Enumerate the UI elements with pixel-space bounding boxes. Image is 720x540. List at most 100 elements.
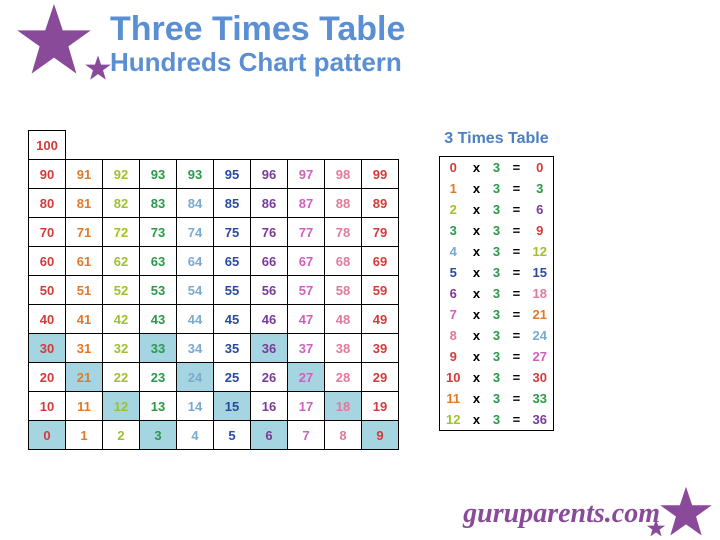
times-cell: 9 — [526, 220, 553, 241]
times-cell: 3 — [440, 220, 467, 241]
hundreds-cell: 58 — [325, 276, 362, 305]
hundreds-cell: 87 — [288, 189, 325, 218]
hundreds-cell: 63 — [140, 247, 177, 276]
hundreds-cell: 47 — [288, 305, 325, 334]
times-cell: = — [506, 220, 526, 241]
hundreds-cell: 45 — [214, 305, 251, 334]
hundreds-cell: 35 — [214, 334, 251, 363]
hundreds-cell: 18 — [325, 392, 362, 421]
hundreds-cell: 79 — [362, 218, 399, 247]
hundreds-cell: 3 — [140, 421, 177, 450]
times-cell: x — [466, 262, 486, 283]
hundreds-cell: 95 — [214, 160, 251, 189]
hundreds-cell: 7 — [288, 421, 325, 450]
hundreds-cell: 80 — [29, 189, 66, 218]
hundreds-cell: 54 — [177, 276, 214, 305]
times-table: 0x3=01x3=32x3=63x3=94x3=125x3=156x3=187x… — [439, 156, 554, 431]
times-cell: 3 — [486, 241, 506, 262]
times-cell: 3 — [486, 409, 506, 431]
hundreds-cell: 92 — [103, 160, 140, 189]
times-cell: x — [466, 346, 486, 367]
hundreds-cell: 37 — [288, 334, 325, 363]
hundreds-cell: 96 — [251, 160, 288, 189]
times-cell: = — [506, 346, 526, 367]
hundreds-chart: 1009091929393959697989980818283848586878… — [28, 130, 399, 450]
hundreds-cell: 49 — [362, 305, 399, 334]
hundreds-cell: 57 — [288, 276, 325, 305]
hundreds-cell: 9 — [362, 421, 399, 450]
times-cell: x — [466, 367, 486, 388]
times-cell: 5 — [440, 262, 467, 283]
hundreds-cell: 28 — [325, 363, 362, 392]
times-cell: 0 — [526, 157, 553, 179]
hundreds-cell: 26 — [251, 363, 288, 392]
hundreds-cell: 53 — [140, 276, 177, 305]
hundreds-cell: 85 — [214, 189, 251, 218]
hundreds-cell: 99 — [362, 160, 399, 189]
times-cell: x — [466, 325, 486, 346]
times-cell: x — [466, 157, 486, 179]
hundreds-cell: 50 — [29, 276, 66, 305]
times-cell: 6 — [440, 283, 467, 304]
times-cell: 21 — [526, 304, 553, 325]
hundreds-cell: 86 — [251, 189, 288, 218]
hundreds-cell: 97 — [288, 160, 325, 189]
hundreds-cell: 62 — [103, 247, 140, 276]
hundreds-cell: 1 — [66, 421, 103, 450]
hundreds-cell: 77 — [288, 218, 325, 247]
hundreds-cell: 29 — [362, 363, 399, 392]
times-cell: = — [506, 388, 526, 409]
times-cell: 33 — [526, 388, 553, 409]
hundreds-cell: 51 — [66, 276, 103, 305]
hundreds-cell: 27 — [288, 363, 325, 392]
times-cell: 3 — [486, 325, 506, 346]
hundreds-cell: 61 — [66, 247, 103, 276]
hundreds-cell: 66 — [251, 247, 288, 276]
hundreds-cell: 46 — [251, 305, 288, 334]
hundreds-cell: 52 — [103, 276, 140, 305]
hundreds-cell: 22 — [103, 363, 140, 392]
hundreds-cell: 16 — [251, 392, 288, 421]
hundreds-cell: 31 — [66, 334, 103, 363]
times-cell: 3 — [486, 178, 506, 199]
hundreds-cell: 60 — [29, 247, 66, 276]
times-cell: x — [466, 409, 486, 431]
times-cell: 3 — [486, 220, 506, 241]
hundreds-cell: 36 — [251, 334, 288, 363]
times-cell: 1 — [440, 178, 467, 199]
times-cell: 11 — [440, 388, 467, 409]
times-cell: 10 — [440, 367, 467, 388]
hundreds-cell: 56 — [251, 276, 288, 305]
times-cell: 4 — [440, 241, 467, 262]
hundreds-cell: 10 — [29, 392, 66, 421]
times-cell: = — [506, 241, 526, 262]
times-cell: 12 — [526, 241, 553, 262]
star-icon — [14, 0, 94, 80]
hundreds-cell: 17 — [288, 392, 325, 421]
star-icon — [646, 518, 666, 538]
hundreds-cell: 39 — [362, 334, 399, 363]
hundreds-cell: 71 — [66, 218, 103, 247]
hundreds-cell: 0 — [29, 421, 66, 450]
page-subtitle: Hundreds Chart pattern — [110, 48, 720, 77]
hundreds-cell: 93 — [177, 160, 214, 189]
hundreds-cell: 82 — [103, 189, 140, 218]
times-table-title: 3 Times Table — [439, 130, 554, 148]
times-cell: 12 — [440, 409, 467, 431]
hundreds-cell: 25 — [214, 363, 251, 392]
hundreds-cell: 72 — [103, 218, 140, 247]
hundreds-cell: 33 — [140, 334, 177, 363]
hundreds-cell: 90 — [29, 160, 66, 189]
times-cell: = — [506, 262, 526, 283]
hundreds-cell: 91 — [66, 160, 103, 189]
hundreds-cell: 6 — [251, 421, 288, 450]
times-cell: 36 — [526, 409, 553, 431]
hundreds-cell: 70 — [29, 218, 66, 247]
hundreds-cell: 13 — [140, 392, 177, 421]
hundreds-cell: 73 — [140, 218, 177, 247]
hundreds-cell: 38 — [325, 334, 362, 363]
hundreds-cell: 59 — [362, 276, 399, 305]
times-cell: 24 — [526, 325, 553, 346]
times-cell: 7 — [440, 304, 467, 325]
times-cell: = — [506, 157, 526, 179]
